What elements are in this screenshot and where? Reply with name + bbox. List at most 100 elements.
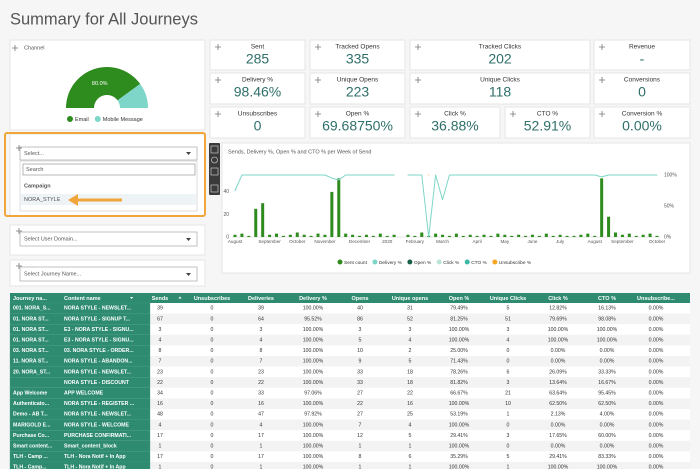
legend-label: Click % [443,260,460,266]
column-header: Opens [351,296,368,302]
move-icon [12,45,18,51]
table-cell: 17.65% [549,433,567,439]
table-cell: 0.00% [551,443,566,449]
bar [641,234,645,237]
table-cell: 79.69% [549,316,567,322]
table-cell: 0 [211,316,214,322]
move-icon [315,44,321,50]
select-box[interactable] [19,231,198,247]
table-cell: 3 [359,327,362,333]
table-cell: 100.00% [303,348,324,354]
table-cell: 100.00% [449,337,470,343]
table-cell: 5 [409,359,412,365]
table-cell: NORA STYLE - NEWSLET... [64,369,132,375]
table-cell: 0 [211,433,214,439]
kpi-label: CTO % [537,111,558,118]
table-cell: 29.41% [549,454,567,460]
toolbar [209,143,220,195]
kpi-card [209,106,306,139]
bar [517,234,521,237]
y-tick-label: 20 [223,212,229,218]
bar [254,208,258,237]
table-cell: 0.00% [551,359,566,365]
toolbar-button[interactable] [210,167,219,176]
table-cell: 81.82% [450,380,468,386]
x-tick-label: April [473,239,482,244]
table-cell: 4 [159,337,162,343]
table-cell: 3 [409,327,412,333]
table-row [10,440,690,452]
bar [447,235,451,237]
table-cell: 4 [507,337,510,343]
table-cell: 100.00% [597,465,618,469]
table-cell: 0.00% [649,337,664,343]
table-cell: 0.00% [649,348,664,354]
chart-title: Sends, Delivery %, Open % and CTO % per … [228,149,371,155]
x-tick-label: June [527,239,537,244]
bar [378,233,382,237]
toolbar-button[interactable] [211,156,218,164]
bar [655,235,659,237]
legend-swatch [67,116,73,122]
x-tick-label: February [406,239,425,244]
kpi-value: 0.00% [622,118,662,134]
bar [434,233,438,237]
bar [413,235,417,237]
table-cell: NORA STYLE - NEWSLET... [64,306,132,312]
table-cell: NORA STYLE - ABANDON... [64,359,133,365]
y2-tick-label: 0% [664,234,672,240]
table-cell: Smart_content_block [64,443,117,449]
bar [295,232,299,237]
table-cell: 8 [260,348,263,354]
kpi-card [309,106,406,139]
kpi-value: 202 [488,51,512,67]
table-cell: 4.00% [600,412,615,418]
table-row [10,430,690,441]
table-cell: Purchase Co... [13,433,50,439]
table-row [10,398,690,409]
bar [441,234,445,237]
panel-title: Channel [24,45,45,51]
table-cell: 0 [507,348,510,354]
select-placeholder: Select User Domain... [24,236,78,242]
table-cell: 63.64% [549,390,567,396]
table-row [10,377,690,388]
kpi-value: - [640,51,645,67]
toolbar-button[interactable] [210,184,219,193]
table-cell: 4 [260,422,263,428]
table-cell: 100.00% [548,327,569,333]
select-box[interactable] [19,146,198,161]
table-cell: 100.00% [449,327,470,333]
table-cell: 03. NORA STYLE - ORDER... [64,348,134,354]
table-cell: 18 [407,380,413,386]
bar [613,232,617,237]
table-cell: 51 [505,316,511,322]
bar [351,234,355,237]
toolbar-button[interactable] [210,145,219,154]
table-row [10,345,690,356]
column-header: Sends [152,296,169,302]
kpi-card [593,39,691,71]
dropdown-option[interactable]: NORA_STYLE [24,197,61,203]
table-cell: 0.00% [649,443,664,449]
sort-icon[interactable] [178,296,182,299]
select-box[interactable] [19,266,198,282]
kpi-card [593,106,691,139]
table-cell: 1 [409,465,412,469]
table-cell: 60.00% [598,433,616,439]
table-cell: 16.13% [598,306,616,312]
column-header: Unsubscribes [194,296,230,302]
table-cell: 16 [157,401,163,407]
key-cell [9,461,151,469]
table-cell: 0.00% [649,433,664,439]
table-cell: Smart content... [13,443,53,449]
table-cell: 0.00% [649,401,664,407]
sort-icon[interactable] [130,297,134,299]
search-box[interactable] [22,163,196,176]
table-row [10,366,690,378]
y2-tick-label: 50% [664,203,675,209]
search-placeholder: Search [26,167,43,173]
chart-panel [221,142,691,274]
table-cell: 0.00% [551,348,566,354]
